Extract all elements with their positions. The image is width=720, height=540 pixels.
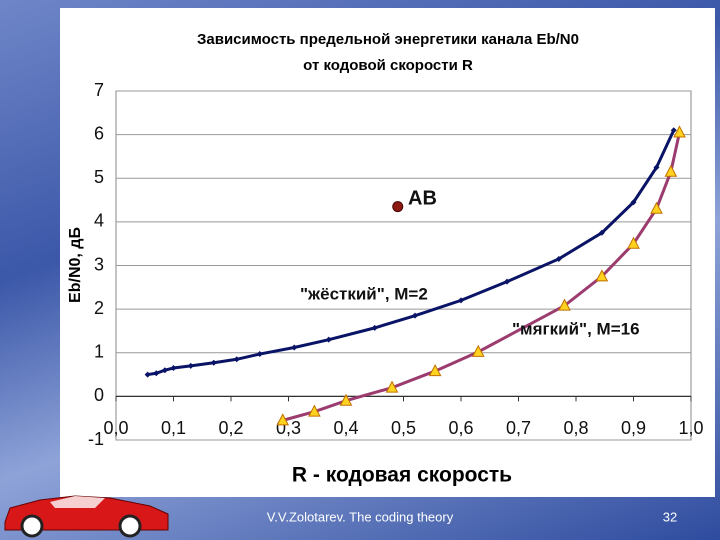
data-point — [210, 359, 217, 366]
y-tick-label: 2 — [94, 298, 104, 318]
x-tick-label: 0,5 — [391, 418, 416, 438]
x-tick-label: 1,0 — [678, 418, 703, 438]
data-point — [664, 164, 678, 177]
x-tick-label: 0,4 — [333, 418, 358, 438]
chart-title: Зависимость предельной энергетики канала… — [197, 31, 579, 48]
data-point — [339, 393, 353, 406]
y-tick-label: 5 — [94, 167, 104, 187]
footer-author: V.V.Zolotarev. The coding theory — [267, 509, 454, 524]
data-point — [256, 351, 263, 358]
data-point — [153, 370, 160, 377]
data-point — [291, 344, 298, 351]
y-axis-label: Eb/N0, дБ — [67, 227, 84, 303]
x-tick-label: 0,6 — [448, 418, 473, 438]
series-line — [282, 132, 681, 422]
x-tick-label: 0,1 — [161, 418, 186, 438]
data-point — [558, 298, 571, 311]
data-point — [187, 362, 194, 369]
chart-subtitle: от кодовой скорости R — [303, 57, 473, 74]
data-point — [170, 365, 177, 372]
y-tick-label: -1 — [88, 429, 104, 449]
page-number: 32 — [663, 509, 677, 524]
data-point — [595, 269, 609, 282]
data-point — [325, 336, 332, 343]
data-point — [653, 164, 660, 171]
series-label: AB — [408, 187, 437, 209]
x-axis-label: R - кодовая скорость — [292, 464, 512, 487]
data-point — [630, 199, 637, 206]
data-point — [371, 324, 378, 331]
data-point — [276, 413, 290, 426]
x-tick-label: 0,9 — [621, 418, 646, 438]
data-point — [650, 201, 663, 214]
data-point — [308, 404, 321, 417]
data-point — [670, 127, 677, 134]
car-icon — [4, 495, 169, 538]
y-tick-label: 0 — [94, 385, 104, 405]
series-label: "мягкий", M=16 — [512, 319, 640, 338]
y-tick-label: 1 — [94, 342, 104, 362]
data-point — [233, 356, 240, 363]
data-point — [458, 297, 464, 304]
x-tick-label: 0,2 — [218, 418, 243, 438]
data-point — [504, 278, 510, 285]
y-tick-label: 7 — [94, 80, 104, 100]
series-label: "жёсткий", M=2 — [300, 284, 428, 303]
y-tick-label: 4 — [94, 211, 104, 231]
data-point — [673, 125, 686, 138]
x-tick-label: 0,7 — [506, 418, 531, 438]
data-point — [471, 344, 485, 357]
y-tick-label: 6 — [94, 123, 104, 143]
data-point — [161, 367, 168, 374]
data-point — [144, 371, 151, 378]
data-point — [412, 312, 418, 319]
data-point — [385, 380, 399, 393]
data-point — [598, 229, 605, 236]
data-point — [627, 236, 640, 249]
data-point — [428, 363, 442, 377]
data-point — [555, 255, 562, 262]
data-point — [392, 201, 404, 213]
x-tick-label: 0,8 — [563, 418, 588, 438]
x-tick-label: 0,0 — [103, 418, 128, 438]
y-tick-label: 3 — [94, 254, 104, 274]
